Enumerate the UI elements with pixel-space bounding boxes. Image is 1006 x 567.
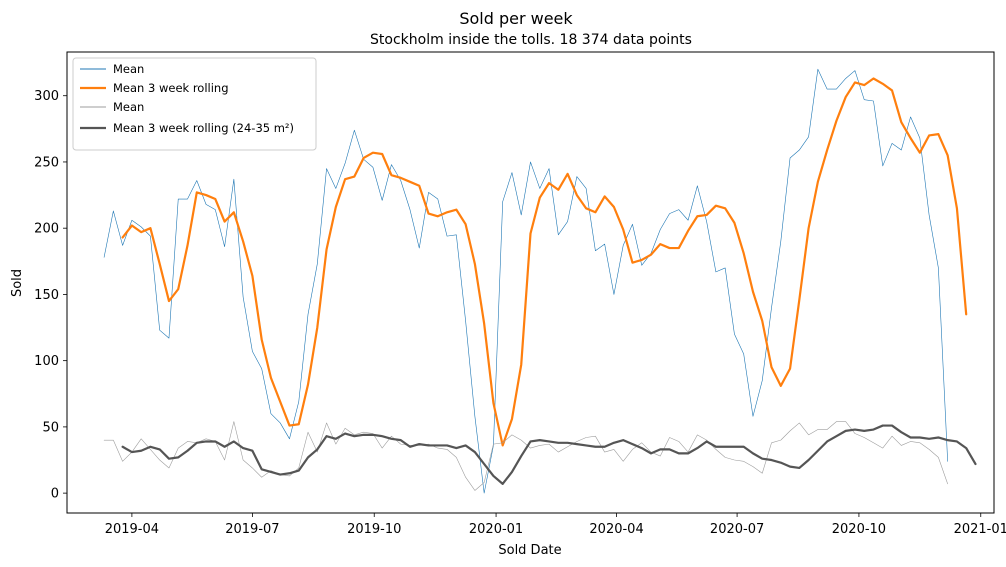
legend: Mean Mean 3 week rolling Mean Mean 3 week r… — [72, 57, 317, 151]
x-tick-label: 2021-01 — [954, 522, 1006, 537]
x-tick-label: 2020-07 — [710, 522, 764, 537]
y-tick-label: 50 — [42, 420, 59, 435]
legend-label-3: Mean — [113, 100, 144, 114]
series-line-4 — [121, 424, 977, 485]
y-axis-label: Sold — [10, 269, 25, 297]
y-tick-label: 300 — [34, 89, 59, 104]
y-tick-label: 200 — [34, 222, 59, 237]
chart-title: Sold per week — [459, 9, 573, 28]
x-tick-label: 2019-07 — [225, 522, 279, 537]
legend-label-1: Mean — [113, 62, 144, 76]
series-line-1 — [103, 68, 948, 494]
series-line-2 — [121, 77, 968, 447]
chart-subtitle: Stockholm inside the tolls. 18 374 data … — [370, 32, 692, 48]
legend-box — [72, 57, 317, 151]
y-axis: 0 50 100 150 200 250 300 — [34, 89, 67, 502]
y-tick-label: 100 — [34, 354, 59, 369]
legend-label-2: Mean 3 week rolling — [113, 81, 229, 95]
x-tick-label: 2019-04 — [105, 522, 159, 537]
plot-area — [103, 68, 977, 494]
x-tick-label: 2019-10 — [347, 522, 401, 537]
x-axis: 2019-04 2019-07 2019-10 2020-01 2020-04 2020-… — [105, 513, 1006, 537]
x-axis-label: Sold Date — [498, 543, 561, 558]
series-line-3 — [103, 421, 948, 491]
y-tick-label: 250 — [34, 155, 59, 170]
plot-frame — [66, 51, 995, 514]
x-tick-label: 2020-10 — [832, 522, 886, 537]
x-tick-label: 2020-04 — [589, 522, 643, 537]
y-tick-label: 150 — [34, 288, 59, 303]
legend-label-4: Mean 3 week rolling (24-35 m²) — [113, 121, 294, 135]
y-tick-label: 0 — [51, 487, 59, 502]
x-tick-label: 2020-01 — [469, 522, 523, 537]
